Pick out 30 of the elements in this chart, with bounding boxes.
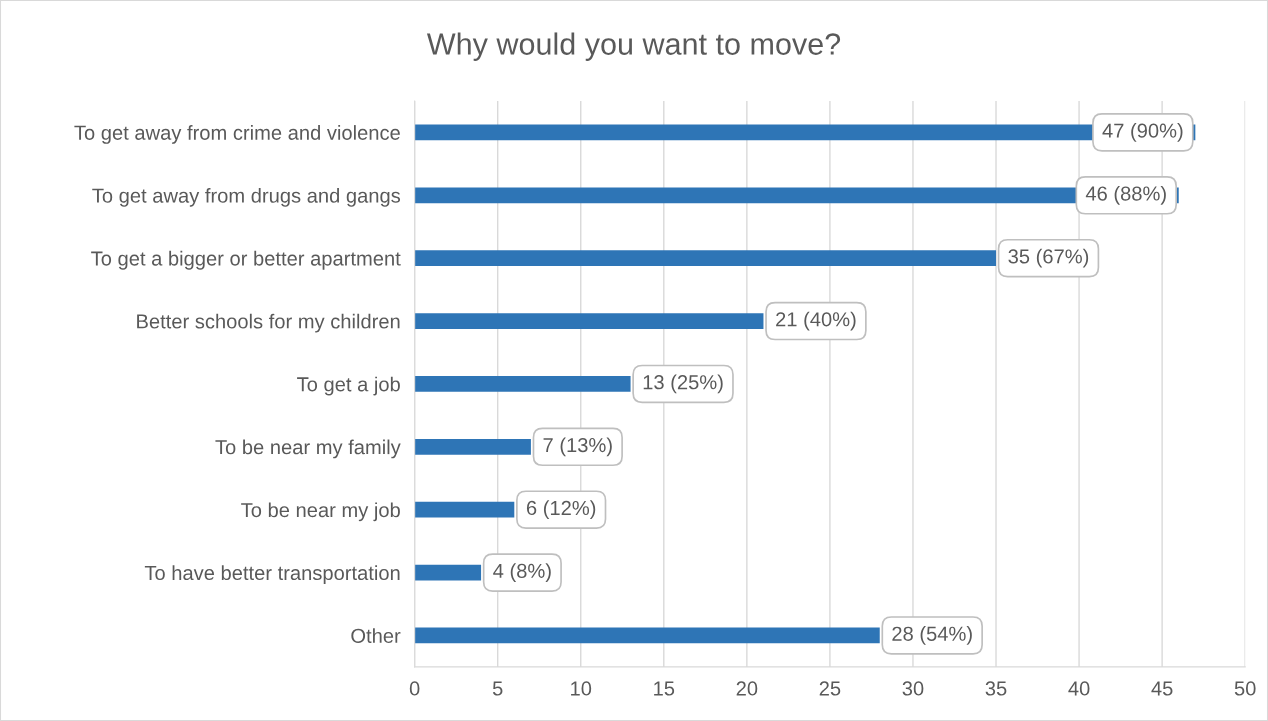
chart-title: Why would you want to move?: [426, 32, 841, 61]
y-tick-label: To get a job: [297, 376, 400, 396]
x-tick-label: 30: [902, 681, 924, 696]
x-tick-label: 40: [1068, 681, 1090, 696]
data-label: 4 (8%): [493, 563, 551, 582]
y-tick-label: Other: [351, 628, 401, 643]
y-tick-label: To be near my family: [215, 439, 401, 459]
x-tick-label: 5: [492, 681, 503, 696]
data-label: 47 (90%): [1102, 123, 1183, 142]
y-tick-label: Better schools for my children: [137, 313, 400, 333]
y-tick-label: To be near my job: [241, 502, 400, 522]
x-tick-label: 10: [571, 681, 592, 696]
data-label: 7 (13%): [543, 437, 612, 457]
y-tick-label: To get away from crime and violence: [74, 125, 400, 144]
data-label: 13 (25%): [643, 374, 723, 394]
x-tick-label: 25: [819, 681, 841, 696]
x-tick-label: 20: [736, 681, 758, 696]
y-tick-label: To get away from drugs and gangs: [92, 187, 401, 207]
y-tick-label: To have better transportation: [144, 565, 400, 585]
data-label: 28 (54%): [892, 626, 972, 645]
x-tick-label: 15: [654, 681, 675, 696]
x-tick-label: 35: [985, 681, 1007, 696]
data-label: 6 (12%): [526, 500, 596, 520]
data-label: 21 (40%): [776, 311, 856, 331]
y-tick-label: To get a bigger or better apartment: [91, 250, 401, 270]
data-label: 46 (88%): [1085, 185, 1166, 205]
x-tick-label: 50: [1234, 681, 1256, 696]
data-label: 35 (67%): [1008, 248, 1089, 268]
x-tick-label: 0: [409, 681, 420, 696]
x-tick-label: 45: [1151, 681, 1173, 696]
